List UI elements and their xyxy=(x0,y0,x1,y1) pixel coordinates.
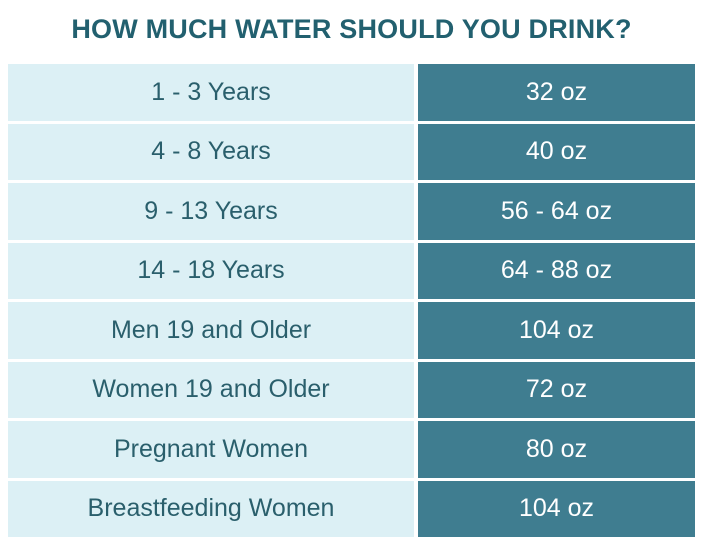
age-group-cell: 14 - 18 Years xyxy=(8,242,414,299)
water-amount-cell: 64 - 88 oz xyxy=(418,242,695,299)
age-group-cell: 4 - 8 Years xyxy=(8,123,414,180)
age-group-cell: Women 19 and Older xyxy=(8,361,414,418)
age-group-cell: 1 - 3 Years xyxy=(8,64,414,121)
table-row: Pregnant Women 80 oz xyxy=(8,421,695,478)
table-row: Women 19 and Older 72 oz xyxy=(8,361,695,418)
water-amount-cell: 32 oz xyxy=(418,64,695,121)
age-group-cell: 9 - 13 Years xyxy=(8,183,414,240)
table-row: 14 - 18 Years 64 - 88 oz xyxy=(8,242,695,299)
water-amount-cell: 104 oz xyxy=(418,480,695,537)
water-amount-cell: 72 oz xyxy=(418,361,695,418)
water-intake-table: 1 - 3 Years 32 oz 4 - 8 Years 40 oz 9 - 13 Y… xyxy=(8,64,695,540)
page-title: HOW MUCH WATER SHOULD YOU DRINK? xyxy=(71,14,632,44)
table-row: Breastfeeding Women 104 oz xyxy=(8,480,695,537)
table-row: 4 - 8 Years 40 oz xyxy=(8,123,695,180)
table-row: 9 - 13 Years 56 - 64 oz xyxy=(8,183,695,240)
water-amount-cell: 80 oz xyxy=(418,421,695,478)
age-group-cell: Men 19 and Older xyxy=(8,302,414,359)
age-group-cell: Breastfeeding Women xyxy=(8,480,414,537)
water-amount-cell: 104 oz xyxy=(418,302,695,359)
water-amount-cell: 40 oz xyxy=(418,123,695,180)
table-row: 1 - 3 Years 32 oz xyxy=(8,64,695,121)
water-amount-cell: 56 - 64 oz xyxy=(418,183,695,240)
age-group-cell: Pregnant Women xyxy=(8,421,414,478)
table-row: Men 19 and Older 104 oz xyxy=(8,302,695,359)
